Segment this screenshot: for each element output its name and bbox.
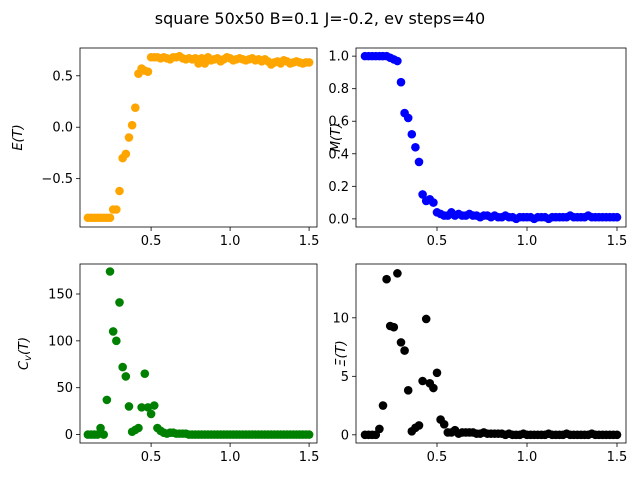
axes-frame xyxy=(355,47,627,228)
data-point xyxy=(414,421,424,430)
data-point xyxy=(112,336,121,346)
axes-frame xyxy=(79,47,318,228)
y-axis-label: M(T) xyxy=(329,123,344,152)
y-tick-label: 0.5 xyxy=(52,69,73,84)
data-point xyxy=(99,430,108,439)
x-tick-label: 1.0 xyxy=(517,234,538,249)
y-tick-label: 5 xyxy=(341,370,349,385)
data-point xyxy=(93,430,102,439)
data-point xyxy=(115,298,124,307)
y-tick-label: 0.4 xyxy=(328,147,349,162)
data-point xyxy=(389,322,399,332)
y-tick-label: 0.6 xyxy=(328,115,349,130)
y-axis-label: Ξ(T) xyxy=(334,340,349,366)
y-tick-label: 0.2 xyxy=(328,180,349,195)
data-point xyxy=(127,120,137,130)
data-point xyxy=(418,190,427,199)
data-point xyxy=(378,401,388,410)
subplot-4: 0.5 1.0 1.5 0 5 10 Ξ(T) xyxy=(332,263,628,465)
data-point xyxy=(403,386,413,395)
x-tick-label: 1.5 xyxy=(299,234,320,249)
x-tick-label: 1.0 xyxy=(220,450,241,465)
data-point xyxy=(96,423,105,433)
data-point xyxy=(612,212,622,222)
axes-frame xyxy=(355,263,627,444)
y-tick-label: 0.8 xyxy=(328,82,349,97)
data-point xyxy=(137,403,146,412)
x-tick-label: 1.5 xyxy=(607,234,628,249)
y-tick-label: 1.0 xyxy=(328,50,349,65)
data-point xyxy=(418,376,427,386)
y-tick-label: 50 xyxy=(56,381,73,396)
data-point xyxy=(112,205,121,214)
y-tick-label: 150 xyxy=(48,287,73,302)
data-point xyxy=(121,372,131,381)
subplot-3: 0.5 1.0 1.5 0 50 100 150 Cv(T) xyxy=(17,263,320,465)
data-point xyxy=(393,269,402,278)
x-tick-label: 0.5 xyxy=(141,450,162,465)
x-tick-label: 0.5 xyxy=(427,450,448,465)
data-point xyxy=(143,67,153,76)
data-point xyxy=(612,430,622,440)
data-point xyxy=(429,383,438,393)
y-tick-label: 0 xyxy=(65,428,73,443)
data-point xyxy=(403,113,413,123)
data-point xyxy=(396,338,406,347)
x-tick-label: 0.5 xyxy=(427,234,448,249)
x-tick-label: 1.5 xyxy=(607,450,628,465)
x-tick-label: 1.0 xyxy=(220,234,241,249)
data-point xyxy=(149,401,159,410)
data-point xyxy=(105,213,115,223)
data-point xyxy=(421,314,431,324)
data-point xyxy=(146,409,156,419)
data-point xyxy=(304,58,314,67)
data-point xyxy=(124,133,134,142)
data-point xyxy=(304,430,314,439)
data-point xyxy=(131,103,140,112)
data-point xyxy=(400,346,409,355)
y-tick-label: 10 xyxy=(332,311,349,326)
x-tick-label: 1.5 xyxy=(299,450,320,465)
x-tick-label: 1.0 xyxy=(517,450,538,465)
data-point xyxy=(124,402,134,411)
y-tick-label: 0.0 xyxy=(328,212,349,227)
data-point xyxy=(382,274,391,284)
data-point xyxy=(102,395,112,405)
data-point xyxy=(429,198,438,207)
y-tick-label: 100 xyxy=(48,334,73,349)
data-point xyxy=(407,129,417,139)
data-point xyxy=(375,424,384,434)
x-tick-label: 0.5 xyxy=(141,234,162,249)
y-tick-label: 0 xyxy=(341,428,349,443)
data-point xyxy=(108,327,118,336)
data-point xyxy=(121,149,131,159)
data-point xyxy=(140,369,150,378)
data-point xyxy=(105,267,115,276)
data-point xyxy=(115,186,124,196)
axes-frame xyxy=(79,263,318,444)
data-point xyxy=(393,56,402,66)
y-tick-label: 0.0 xyxy=(52,121,73,136)
y-axis-label: Cv(T) xyxy=(17,337,34,370)
subplot-2: 0.5 1.0 1.5 0.0 0.2 0.4 0.6 0.8 1.0 M(T) xyxy=(328,47,628,249)
figure-title: square 50x50 B=0.1 J=-0.2, ev steps=40 xyxy=(155,9,485,28)
y-axis-label: E(T) xyxy=(11,124,26,150)
subplot-1: 0.5 1.0 1.5 −0.5 0.0 0.5 E(T) xyxy=(11,47,320,249)
data-point xyxy=(439,419,449,429)
data-point xyxy=(396,77,406,87)
data-point xyxy=(411,142,420,152)
data-point xyxy=(432,368,442,378)
y-tick-label: −0.5 xyxy=(41,172,73,187)
data-point xyxy=(118,362,127,372)
data-point xyxy=(414,157,424,167)
data-point xyxy=(134,423,143,433)
